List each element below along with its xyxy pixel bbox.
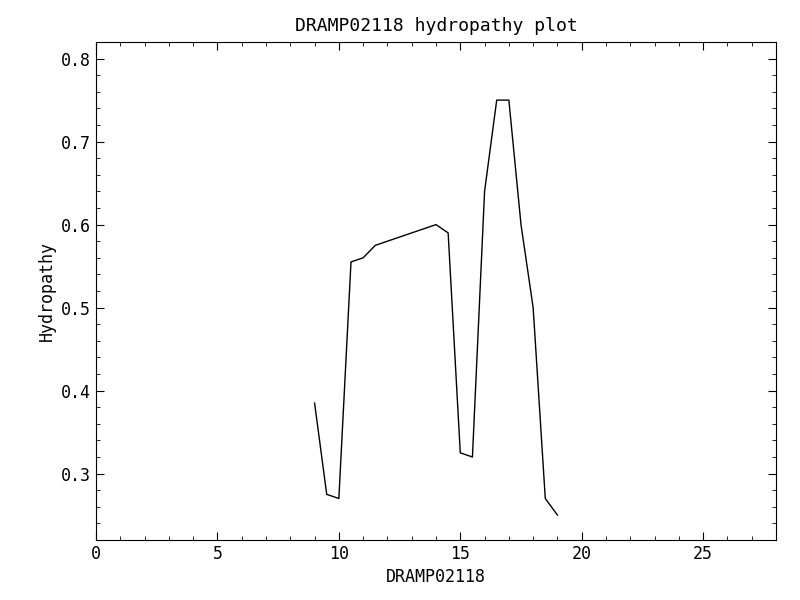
- Y-axis label: Hydropathy: Hydropathy: [38, 241, 55, 341]
- Title: DRAMP02118 hydropathy plot: DRAMP02118 hydropathy plot: [294, 17, 578, 35]
- X-axis label: DRAMP02118: DRAMP02118: [386, 568, 486, 586]
